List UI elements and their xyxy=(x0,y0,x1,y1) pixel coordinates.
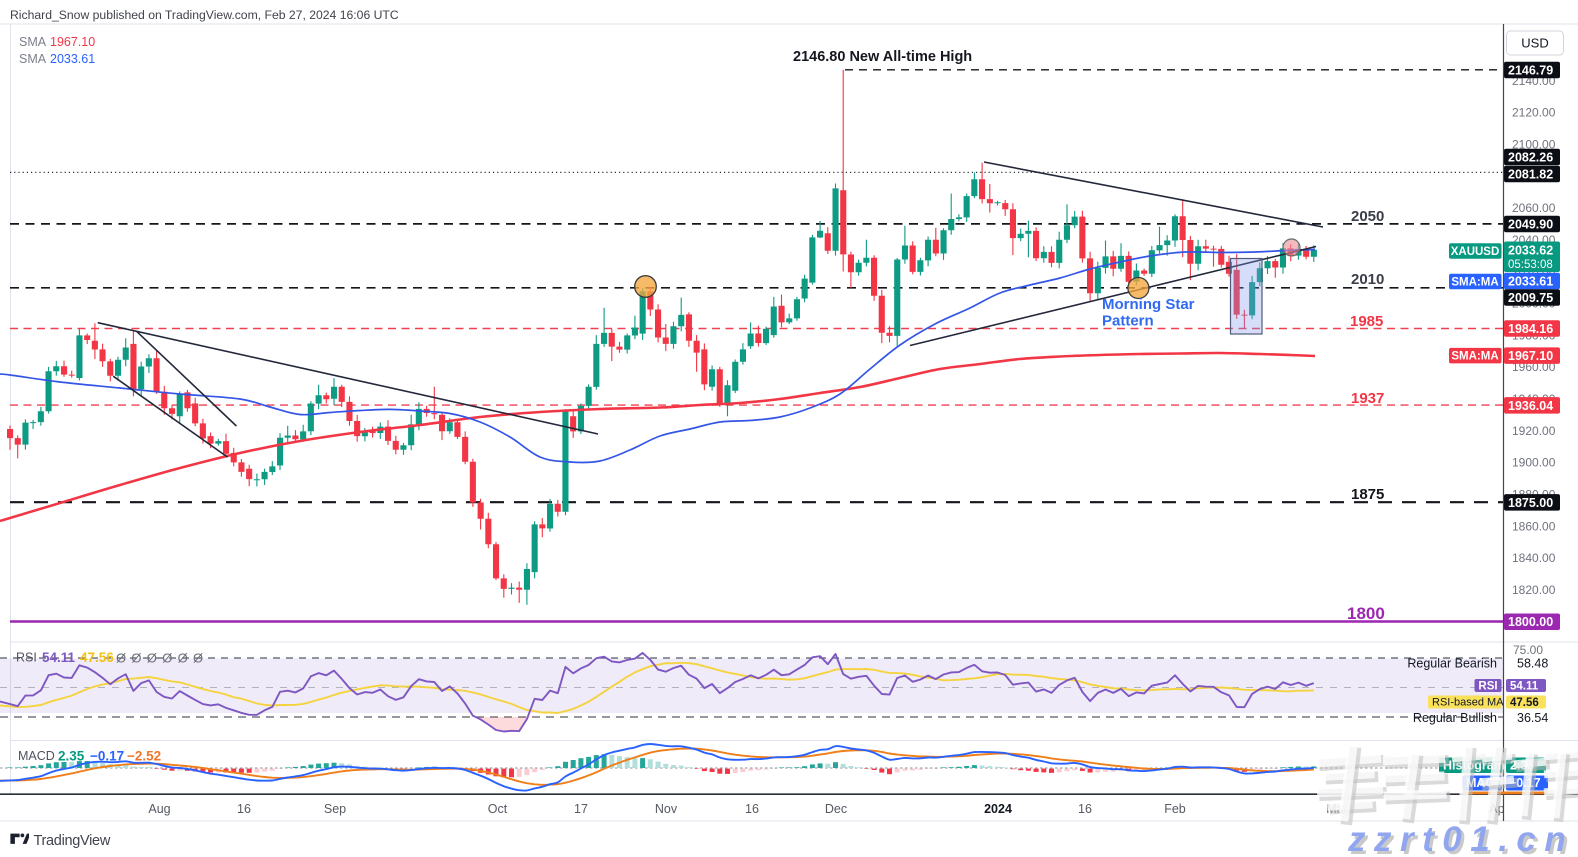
svg-text:SMA:MA: SMA:MA xyxy=(1451,351,1498,363)
svg-text:Ø: Ø xyxy=(147,651,157,666)
svg-text:2049.90: 2049.90 xyxy=(1508,217,1553,231)
svg-text:2009.75: 2009.75 xyxy=(1508,291,1553,305)
svg-text:1875.00: 1875.00 xyxy=(1508,496,1553,510)
svg-text:−0.17: −0.17 xyxy=(90,749,124,764)
svg-text:2033.62: 2033.62 xyxy=(1508,244,1553,258)
svg-text:Ø: Ø xyxy=(193,651,203,666)
svg-text:17: 17 xyxy=(574,802,588,816)
svg-text:Regular Bearish: Regular Bearish xyxy=(1407,657,1497,671)
svg-text:2100.00: 2100.00 xyxy=(1512,138,1556,152)
svg-text:58.48: 58.48 xyxy=(1517,657,1548,671)
svg-text:MACD: MACD xyxy=(18,749,55,763)
svg-text:2146.80 New All-time High: 2146.80 New All-time High xyxy=(793,49,972,65)
svg-text:SMA:MA: SMA:MA xyxy=(1451,277,1498,289)
svg-text:2082.26: 2082.26 xyxy=(1508,151,1553,165)
svg-text:−2.52: −2.52 xyxy=(127,749,161,764)
svg-text:Richard_Snow published on Trad: Richard_Snow published on TradingView.co… xyxy=(10,8,399,22)
svg-text:47.56: 47.56 xyxy=(1510,697,1539,709)
svg-text:2033.61: 2033.61 xyxy=(1508,275,1553,289)
svg-text:1937: 1937 xyxy=(1351,390,1384,407)
svg-text:1820.00: 1820.00 xyxy=(1512,583,1556,597)
svg-text:1984.16: 1984.16 xyxy=(1508,322,1553,336)
svg-text:Sep: Sep xyxy=(324,802,346,816)
svg-text:RSI: RSI xyxy=(16,651,37,665)
svg-text:47.56: 47.56 xyxy=(80,650,114,665)
svg-text:2.35: 2.35 xyxy=(58,749,85,764)
svg-text:SMA: SMA xyxy=(19,35,47,49)
svg-text:05:53:08: 05:53:08 xyxy=(1508,259,1553,271)
svg-text:2120.00: 2120.00 xyxy=(1512,106,1556,120)
svg-text:TradingView: TradingView xyxy=(34,833,111,849)
svg-text:Ø: Ø xyxy=(131,651,141,666)
svg-text:2010: 2010 xyxy=(1351,271,1384,288)
svg-text:RSI-based MA: RSI-based MA xyxy=(1432,697,1504,709)
svg-text:Oct: Oct xyxy=(488,802,508,816)
svg-text:Aug: Aug xyxy=(148,802,170,816)
svg-text:Ø: Ø xyxy=(116,651,126,666)
svg-text:1860.00: 1860.00 xyxy=(1512,519,1556,533)
svg-text:1967.10: 1967.10 xyxy=(1508,349,1553,363)
svg-text:36.54: 36.54 xyxy=(1517,711,1548,725)
svg-text:Ø: Ø xyxy=(162,651,172,666)
svg-text:1936.04: 1936.04 xyxy=(1508,399,1553,413)
svg-text:1985: 1985 xyxy=(1350,313,1383,330)
svg-text:Ø: Ø xyxy=(178,651,188,666)
svg-text:2050: 2050 xyxy=(1351,208,1384,225)
svg-text:SMA: SMA xyxy=(19,52,47,66)
svg-text:1920.00: 1920.00 xyxy=(1512,424,1556,438)
svg-text:zzrt01.cn: zzrt01.cn xyxy=(1350,823,1577,857)
svg-text:USD: USD xyxy=(1521,36,1548,51)
svg-text:Morning Star: Morning Star xyxy=(1102,296,1195,313)
svg-text:Feb: Feb xyxy=(1164,802,1186,816)
svg-text:2024: 2024 xyxy=(984,802,1012,816)
svg-text:1875: 1875 xyxy=(1351,486,1384,503)
svg-text:1967.10: 1967.10 xyxy=(50,35,95,49)
svg-text:1800.00: 1800.00 xyxy=(1508,615,1553,629)
svg-text:zzrt01.cn: zzrt01.cn xyxy=(1347,820,1574,857)
svg-text:75.00: 75.00 xyxy=(1513,643,1543,657)
svg-text:54.11: 54.11 xyxy=(42,650,76,665)
svg-text:54.11: 54.11 xyxy=(1510,681,1539,693)
svg-text:16: 16 xyxy=(745,802,759,816)
svg-text:XAUUSD: XAUUSD xyxy=(1451,246,1500,258)
svg-text:2033.61: 2033.61 xyxy=(50,52,95,66)
svg-text:Dec: Dec xyxy=(825,802,847,816)
svg-text:Nov: Nov xyxy=(655,802,678,816)
svg-text:Pattern: Pattern xyxy=(1102,313,1154,330)
svg-text:RSI: RSI xyxy=(1478,681,1497,693)
svg-text:2146.79: 2146.79 xyxy=(1508,63,1553,77)
svg-text:16: 16 xyxy=(1078,802,1092,816)
svg-text:1900.00: 1900.00 xyxy=(1512,456,1556,470)
svg-text:2060.00: 2060.00 xyxy=(1512,201,1556,215)
svg-text:1840.00: 1840.00 xyxy=(1512,551,1556,565)
svg-text:2081.82: 2081.82 xyxy=(1508,168,1553,182)
svg-text:Regular Bullish: Regular Bullish xyxy=(1413,711,1497,725)
svg-text:16: 16 xyxy=(237,802,251,816)
svg-text:1800: 1800 xyxy=(1347,604,1385,623)
